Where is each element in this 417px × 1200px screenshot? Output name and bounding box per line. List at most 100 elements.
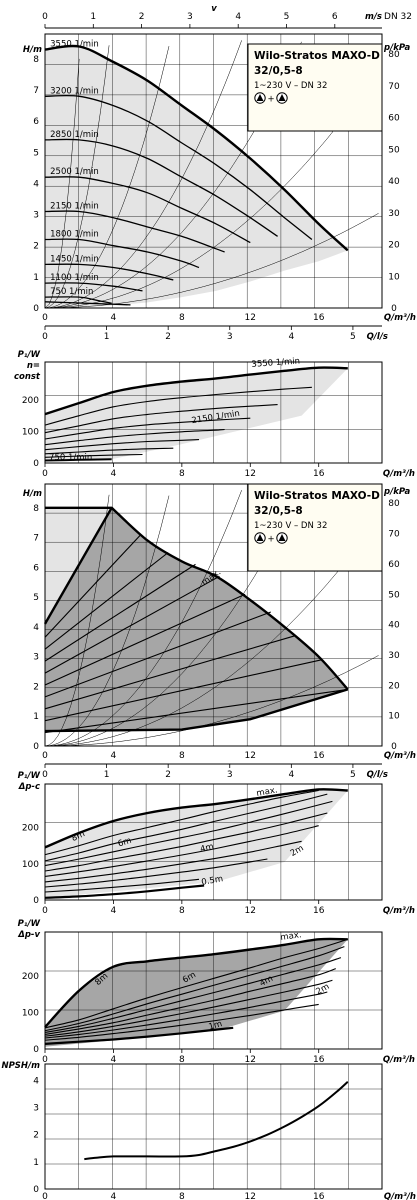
title-line2: 32/0,5-8 — [254, 505, 303, 517]
y-tick-label: 5 — [33, 593, 39, 603]
plot-frame — [44, 33, 383, 309]
x-tick-label: 0 — [42, 469, 48, 479]
power-curve — [44, 458, 112, 462]
x-tick-label: 0 — [42, 906, 48, 916]
power-curve — [44, 1003, 319, 1041]
ls-tick-label: 0 — [42, 332, 48, 342]
y-axis-label: H/m — [23, 45, 42, 55]
x-tick-label: 0 — [42, 313, 48, 323]
ls-tick-label: 3 — [227, 770, 233, 780]
curve-label: 2m — [314, 982, 331, 998]
system-curve — [45, 655, 379, 747]
x-axis-label: Q/m³/h — [383, 1055, 415, 1065]
speed-curve-label: 2850 1/min — [50, 130, 99, 140]
curve-label: 1m — [208, 1019, 224, 1032]
curve-label: max. — [256, 785, 279, 799]
speed-curve-label: 3550 1/min — [50, 40, 99, 50]
y-tick-label: 100 — [22, 1008, 39, 1018]
power-curve — [44, 884, 205, 899]
x-tick-label: 12 — [245, 1055, 256, 1065]
dp-v-line — [44, 552, 169, 650]
x-tick-label: 12 — [245, 313, 256, 323]
y-tick-label: 3 — [33, 653, 39, 663]
twin-pump-icon: + — [254, 532, 288, 545]
power-curve — [44, 979, 333, 1037]
y-tick-label: 4 — [33, 1076, 39, 1086]
y2-tick-label: 50 — [388, 590, 400, 600]
y-tick-label: 1 — [33, 273, 39, 283]
curve-label: 750 1/min — [49, 453, 92, 463]
y-tick-label: 0 — [33, 1185, 39, 1195]
y-tick-label: 1 — [33, 1158, 39, 1168]
speed-curve-label: 1450 1/min — [50, 254, 99, 264]
y-tick-label: 4 — [33, 623, 39, 633]
subtitle: 1~230 V – DN 32 — [254, 521, 327, 531]
speed-curve-label: 2150 1/min — [50, 201, 99, 211]
speed-curve — [44, 238, 200, 269]
y-tick-label: 0 — [33, 1045, 39, 1055]
top-tick-label: 3 — [187, 12, 193, 22]
power-curve — [44, 946, 345, 1032]
x-tick-label: 16 — [313, 1192, 325, 1200]
y-tick-label: 200 — [22, 396, 39, 406]
power-curve — [44, 447, 174, 455]
x-tick-label: 4 — [111, 1055, 117, 1065]
y2-tick-label: 70 — [388, 82, 400, 92]
top-axis-unit: m/s — [365, 12, 382, 22]
dp-v-line — [44, 593, 246, 686]
ls-tick-label: 0 — [42, 770, 48, 780]
curve-label: 4m — [199, 842, 215, 855]
power-curve — [44, 366, 348, 416]
curve-label: max. — [280, 930, 302, 943]
power-curve — [44, 825, 319, 877]
y2-tick-label: 30 — [388, 651, 400, 661]
y2-tick-label: 70 — [388, 530, 400, 540]
y2-tick-label: 20 — [388, 241, 400, 251]
x-tick-label: 8 — [179, 469, 185, 479]
curve-label: 6m — [117, 836, 133, 850]
operating-area — [45, 46, 348, 308]
ls-tick-label: 1 — [104, 332, 110, 342]
plot-frame — [44, 1063, 383, 1190]
y2-tick-label: 0 — [391, 304, 397, 314]
ls-tick-label: 5 — [350, 770, 356, 780]
plot-frame — [44, 783, 383, 901]
x-tick-label: 4 — [111, 313, 117, 323]
x-tick-label: 16 — [313, 1055, 325, 1065]
speed-curve — [44, 296, 112, 304]
y-axis-label-2: n= — [27, 361, 40, 371]
ls-axis-label: Q/l/s — [367, 332, 388, 342]
y-tick-label: 2 — [33, 682, 39, 692]
min-curve — [44, 688, 349, 733]
y2-tick-label: 50 — [388, 145, 400, 155]
power-curve — [44, 1026, 234, 1045]
y-axis-label: P₁/W — [18, 350, 41, 360]
speed-curve — [44, 94, 313, 241]
power-curve — [44, 789, 319, 856]
plus-sign: + — [267, 95, 274, 105]
y2-tick-label: 40 — [388, 621, 400, 631]
top-tick-label: 6 — [332, 12, 338, 22]
y-tick-label: 100 — [22, 427, 39, 437]
y2-tick-label: 60 — [388, 560, 400, 570]
top-tick-label: 1 — [90, 12, 96, 22]
speed-curve — [44, 210, 225, 253]
npsh-curve — [84, 1080, 349, 1161]
y-tick-label: 7 — [33, 534, 39, 544]
y-tick-label: 1 — [33, 712, 39, 722]
dp-v-line — [44, 534, 142, 638]
y-tick-label: 2 — [33, 1131, 39, 1141]
y-tick-label: 3 — [33, 1103, 39, 1113]
power-curve — [44, 991, 328, 1039]
y-tick-label: 6 — [33, 563, 39, 573]
power-curve — [44, 793, 328, 862]
power-curve — [44, 428, 225, 446]
speed-curve — [44, 282, 143, 292]
power-curve — [44, 404, 278, 434]
power-curve — [44, 453, 143, 458]
x-tick-label: 8 — [179, 313, 185, 323]
y-axis-label: P₁/W — [18, 771, 41, 781]
